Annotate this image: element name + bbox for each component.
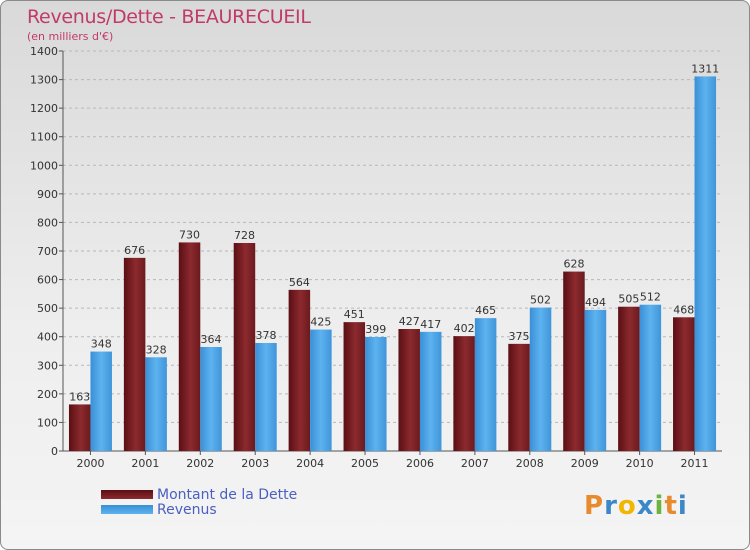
logo-letter: o: [617, 491, 637, 521]
data-label: 564: [289, 276, 310, 289]
y-tick-label: 1000: [30, 159, 58, 172]
bar-dette: [453, 336, 475, 451]
bar-revenus: [90, 351, 112, 451]
logo-letter: t: [664, 491, 678, 521]
legend-item-revenus: Revenus: [101, 501, 297, 518]
x-tick-label: 2009: [571, 457, 599, 470]
logo-letter: i: [654, 491, 665, 521]
bar-dette: [618, 306, 640, 451]
legend-label-revenus: Revenus: [157, 501, 217, 518]
data-label: 676: [124, 244, 145, 257]
bar-revenus: [694, 76, 717, 451]
proxiti-logo: Proxiti: [584, 491, 688, 521]
bar-dette: [673, 317, 695, 451]
y-tick-label: 1100: [30, 131, 58, 144]
bar-dette: [343, 322, 366, 451]
logo-letter: i: [677, 491, 688, 521]
y-tick-label: 100: [37, 416, 58, 429]
legend: Montant de la Dette Revenus: [101, 486, 298, 518]
bar-dette: [398, 329, 420, 451]
y-tick-label: 1200: [30, 102, 58, 115]
data-label: 628: [563, 258, 584, 271]
bar-revenus: [639, 304, 662, 451]
bar-revenus: [310, 329, 332, 451]
x-tick-label: 2006: [406, 457, 434, 470]
x-tick-label: 2003: [241, 457, 269, 470]
data-label: 328: [146, 343, 167, 356]
bar-revenus: [365, 337, 387, 451]
y-tick-label: 1400: [30, 45, 58, 58]
y-tick-label: 900: [37, 188, 58, 201]
bar-revenus: [529, 307, 552, 451]
bar-revenus: [474, 318, 497, 451]
y-tick-label: 600: [37, 274, 58, 287]
data-label: 728: [234, 229, 255, 242]
bar-revenus: [145, 357, 167, 451]
chart-title: Revenus/Dette - BEAURECUEIL: [27, 6, 311, 28]
y-tick-label: 1300: [30, 74, 58, 87]
data-label: 425: [310, 316, 331, 329]
bar-dette: [178, 242, 201, 451]
logo-letter: x: [636, 491, 655, 521]
axes: 0 100 200 300 400 500 600 700 800 900 1000 1100 1200…: [30, 45, 722, 470]
y-tick-label: 200: [37, 388, 58, 401]
data-label: 502: [530, 294, 551, 307]
data-label: 730: [179, 228, 200, 241]
data-label: 163: [69, 390, 90, 403]
data-label: 364: [201, 333, 222, 346]
data-label: 465: [475, 304, 496, 317]
grid-lines: [63, 50, 722, 423]
y-tick-label: 800: [37, 216, 58, 229]
data-label: 399: [365, 323, 386, 336]
y-tick-label: 500: [37, 302, 58, 315]
legend-label-debt: Montant de la Dette: [157, 486, 298, 503]
bars: [68, 76, 717, 451]
bar-dette: [123, 257, 146, 451]
bar-revenus: [200, 347, 222, 451]
x-tick-label: 2001: [131, 457, 159, 470]
y-tick-label: 400: [37, 331, 58, 344]
data-label: 402: [454, 322, 475, 335]
bar-dette: [508, 343, 530, 451]
y-tick-label: 0: [51, 445, 58, 458]
data-label: 494: [585, 296, 606, 309]
y-tick-label: 700: [37, 245, 58, 258]
bar-dette: [563, 271, 585, 451]
data-label: 468: [673, 303, 694, 316]
data-label: 378: [255, 329, 276, 342]
x-tick-label: 2002: [186, 457, 214, 470]
data-label: 417: [420, 318, 441, 331]
logo-letter: P: [584, 491, 605, 521]
x-tick-label: 2004: [296, 457, 324, 470]
bar-revenus: [419, 331, 442, 451]
data-label: 427: [399, 315, 420, 328]
legend-swatch-debt: [101, 490, 153, 499]
data-label: 451: [344, 308, 365, 321]
logo-letter: r: [604, 491, 618, 521]
bar-dette: [288, 289, 311, 451]
x-tick-label: 2007: [461, 457, 489, 470]
data-label: 505: [618, 293, 639, 306]
chart-subtitle: (en milliers d'€): [27, 30, 114, 43]
data-label: 375: [509, 330, 530, 343]
legend-item-debt: Montant de la Dette: [101, 486, 298, 503]
x-tick-label: 2011: [681, 457, 709, 470]
bar-revenus: [584, 309, 607, 451]
data-label: 512: [640, 291, 661, 304]
data-label: 348: [91, 338, 112, 351]
legend-swatch-revenus: [101, 505, 153, 514]
bar-revenus: [255, 343, 277, 451]
bar-dette: [233, 243, 256, 451]
bar-dette: [68, 404, 91, 451]
y-tick-label: 300: [37, 359, 58, 372]
x-tick-label: 2008: [516, 457, 544, 470]
x-tick-label: 2005: [351, 457, 379, 470]
x-tick-label: 2000: [76, 457, 104, 470]
data-label: 1311: [691, 62, 719, 75]
x-tick-label: 2010: [626, 457, 654, 470]
